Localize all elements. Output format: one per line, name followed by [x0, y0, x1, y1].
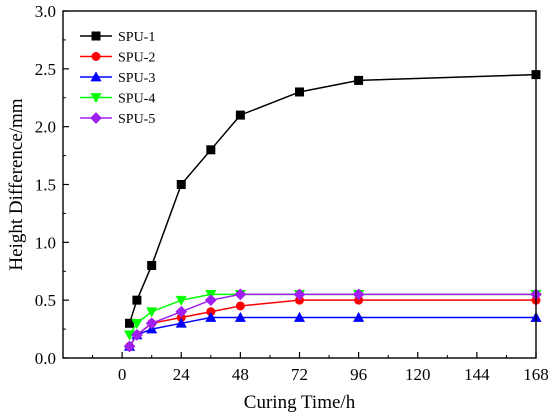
x-tick-label-0: 0: [118, 365, 127, 384]
y-tick-label-4: 2.0: [35, 118, 56, 137]
x-tick-label-7: 168: [523, 365, 549, 384]
data-point-spu-1-4: [206, 145, 216, 155]
data-point-spu-1-0: [125, 318, 135, 328]
y-tick-label-2: 1.0: [35, 233, 56, 252]
x-tick-label-2: 48: [232, 365, 249, 384]
x-axis-ticks: 0 24 48 72 96 120 144 168: [92, 352, 549, 384]
x-tick-label-4: 96: [350, 365, 367, 384]
y-tick-label-3: 1.5: [35, 176, 56, 195]
data-point-spu-1-5: [235, 110, 245, 120]
data-point-spu-5-2: [145, 317, 158, 330]
legend-item-spu-4: SPU-4: [80, 92, 155, 107]
legend-marker: [91, 31, 101, 41]
legend-label: SPU-3: [118, 71, 155, 86]
plot-frame: [62, 10, 537, 359]
data-point-spu-5-5: [234, 288, 247, 301]
y-tick-label-5: 2.5: [35, 60, 56, 79]
data-point-spu-3-7: [353, 311, 365, 322]
data-point-spu-2-5: [235, 301, 245, 311]
y-tick-label-1: 0.5: [35, 291, 56, 310]
x-tick-label-3: 72: [291, 365, 308, 384]
data-point-spu-5-6: [293, 288, 306, 301]
data-point-spu-5-1: [131, 328, 143, 341]
x-tick-label-1: 24: [173, 365, 191, 384]
data-point-spu-4-3: [175, 295, 187, 306]
legend-marker: [90, 112, 102, 124]
y-axis-ticks: 0.0 0.5 1.0 1.5 2.0 2.5 3.0: [35, 2, 69, 368]
plot-series: [123, 70, 542, 353]
legend-marker: [90, 71, 102, 82]
data-point-spu-1-3: [176, 180, 186, 190]
series-spu-3: [123, 311, 542, 351]
y-tick-label-0: 0.0: [35, 349, 56, 368]
data-point-spu-5-0: [123, 340, 136, 353]
legend-item-spu-1: SPU-1: [80, 30, 155, 45]
data-point-spu-5-7: [352, 288, 365, 301]
data-point-spu-4-2: [146, 307, 158, 318]
data-point-spu-3-5: [234, 311, 246, 322]
legend-label: SPU-4: [118, 92, 155, 107]
data-point-spu-3-3: [175, 317, 187, 328]
legend-item-spu-2: SPU-2: [80, 51, 155, 66]
series-line-spu-2: [128, 299, 536, 347]
data-point-spu-5-4: [204, 294, 217, 307]
legend-marker: [91, 51, 101, 61]
data-point-spu-1-6: [294, 87, 304, 97]
data-point-spu-3-6: [293, 311, 306, 322]
data-point-spu-5-3: [175, 305, 188, 318]
legend-item-spu-5: SPU-5: [80, 112, 155, 127]
x-tick-label-6: 144: [464, 365, 490, 384]
legend-label: SPU-5: [118, 112, 155, 127]
series-spu-2: [125, 295, 541, 351]
series-line-spu-1: [128, 73, 537, 324]
legend: SPU-1 SPU-2 SPU-3 SPU-4 SPU-5: [80, 30, 155, 127]
data-point-spu-1-2: [147, 260, 157, 270]
x-tick-label-5: 120: [405, 365, 431, 384]
legend-label: SPU-1: [118, 30, 155, 45]
data-point-spu-1-7: [354, 75, 364, 85]
legend-marker: [90, 93, 102, 104]
y-tick-label-6: 3.0: [35, 2, 56, 21]
series-spu-1: [125, 70, 541, 328]
data-point-spu-3-4: [205, 311, 217, 322]
data-point-spu-1-1: [132, 295, 142, 305]
legend-label: SPU-2: [118, 51, 155, 66]
series-spu-4: [123, 290, 542, 341]
series-line-spu-3: [128, 316, 536, 347]
data-point-spu-4-1: [131, 318, 143, 329]
y-axis-title: Height Difference/mm: [6, 98, 27, 270]
series-line-spu-5: [128, 293, 536, 347]
x-axis-title: Curing Time/h: [244, 392, 356, 413]
legend-item-spu-3: SPU-3: [80, 71, 155, 86]
